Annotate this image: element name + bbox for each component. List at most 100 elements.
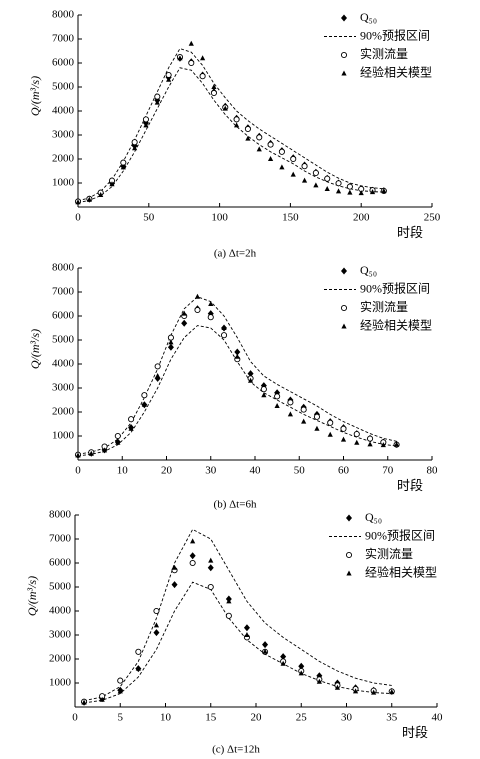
point	[177, 55, 183, 61]
legend-swatch	[341, 267, 347, 275]
legend-label: 90%预报区间	[360, 27, 430, 42]
caption: (b) Δt=6h	[214, 499, 257, 511]
legend-label: 经验相关模型	[365, 564, 437, 579]
y-tick-label: 1000	[52, 430, 75, 442]
point	[298, 670, 304, 676]
point	[234, 353, 240, 359]
x-tick-label: 20	[161, 465, 173, 477]
point	[313, 182, 319, 188]
point	[244, 632, 250, 637]
interval-lower	[83, 581, 392, 704]
point	[221, 325, 227, 330]
y-axis-label: Q/(m³/s)	[28, 329, 42, 369]
y-tick-label: 8000	[52, 9, 75, 21]
point	[153, 607, 160, 615]
point	[143, 122, 149, 128]
point	[371, 689, 377, 695]
point	[335, 188, 342, 194]
point	[279, 164, 285, 170]
point	[280, 653, 287, 661]
point	[298, 662, 305, 670]
y-axis-label: Q/(m³/s)	[25, 576, 39, 616]
x-tick-label: 5	[118, 712, 124, 724]
point	[290, 171, 296, 177]
point	[199, 73, 206, 80]
y-tick-label: 7000	[52, 33, 75, 45]
point	[354, 439, 360, 445]
point	[389, 689, 395, 695]
y-tick-label: 5000	[52, 334, 75, 346]
point	[154, 93, 161, 100]
point	[167, 343, 174, 351]
point	[301, 418, 307, 424]
point	[267, 156, 274, 161]
legend-label: 经验相关模型	[360, 317, 432, 332]
point	[244, 125, 251, 133]
point	[335, 180, 342, 187]
point	[99, 696, 105, 702]
point	[262, 641, 269, 649]
point	[128, 416, 135, 423]
point	[261, 392, 267, 398]
x-tick-label: 100	[211, 212, 228, 224]
point	[226, 598, 232, 604]
point	[188, 40, 194, 46]
point	[260, 386, 267, 393]
point	[234, 348, 241, 356]
point	[81, 699, 87, 705]
point	[301, 177, 308, 183]
point	[287, 411, 293, 417]
legend-swatch	[340, 304, 348, 312]
point	[334, 684, 341, 690]
point	[132, 145, 138, 151]
x-tick-label: 40	[432, 712, 444, 724]
point	[189, 559, 196, 567]
point	[181, 319, 188, 327]
x-tick-label: 70	[382, 465, 394, 477]
x-tick-label: 15	[205, 712, 217, 724]
interval-upper	[83, 528, 392, 702]
y-tick-label: 3000	[52, 129, 75, 141]
x-tick-label: 30	[341, 712, 353, 724]
caption: (c) Δt=12h	[212, 744, 260, 756]
y-tick-label: 4000	[52, 105, 75, 117]
legend-label: 实测流量	[360, 299, 408, 314]
caption: (a) Δt=2h	[214, 248, 257, 260]
point	[256, 134, 263, 141]
point	[141, 401, 147, 407]
point	[394, 441, 400, 447]
y-tick-label: 5000	[52, 81, 75, 93]
legend-label: 90%预报区间	[360, 280, 430, 295]
x-tick-label: 30	[205, 465, 217, 477]
y-tick-label: 3000	[49, 629, 72, 641]
point	[171, 564, 178, 570]
legend-swatch	[341, 70, 347, 76]
point	[154, 363, 161, 370]
y-tick-label: 3000	[52, 382, 75, 394]
point	[301, 163, 308, 170]
point	[324, 175, 331, 182]
point	[274, 393, 281, 400]
legend-label: 90%预报区间	[365, 527, 435, 542]
point	[358, 190, 364, 196]
point	[142, 116, 150, 123]
legend-swatch	[346, 570, 352, 576]
x-tick-label: 60	[338, 465, 350, 477]
point	[171, 581, 178, 589]
point	[300, 406, 307, 413]
y-tick-label: 1000	[52, 177, 75, 189]
x-tick-label: 200	[353, 212, 370, 224]
interval-upper	[77, 48, 384, 202]
point	[166, 76, 172, 82]
x-axis-label: 时段	[397, 225, 423, 240]
point	[194, 293, 201, 299]
point	[243, 624, 250, 632]
x-tick-label: 0	[75, 465, 81, 477]
point	[280, 660, 286, 666]
point	[88, 450, 94, 456]
point	[109, 181, 115, 187]
point	[194, 306, 201, 314]
legend-label: 实测流量	[365, 546, 413, 561]
x-tick-label: 50	[294, 465, 306, 477]
